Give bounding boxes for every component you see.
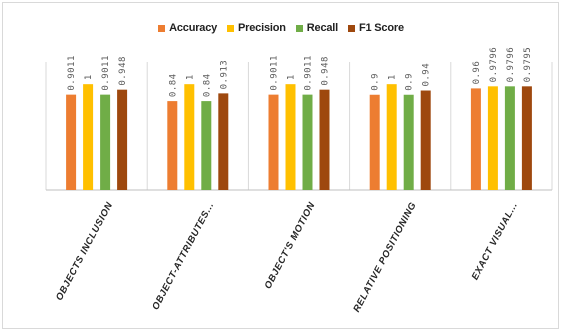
bar-f1-score xyxy=(117,89,128,190)
category-label: OBJECT-ATTRIBUTES... xyxy=(150,200,216,312)
legend-label: Precision xyxy=(238,22,286,34)
data-label: 0.9011 xyxy=(101,55,111,91)
data-label: 1 xyxy=(185,74,195,80)
category-label: OBJECTS INCLUSION xyxy=(54,200,116,303)
legend-label: Accuracy xyxy=(169,22,218,34)
bar-f1-score xyxy=(218,93,229,190)
legend-item-f1-score: F1 Score xyxy=(348,22,404,34)
bar-recall xyxy=(403,94,414,190)
bar-f1-score xyxy=(420,90,431,190)
bar-accuracy xyxy=(470,88,481,190)
bar-precision xyxy=(184,84,195,190)
bar-accuracy xyxy=(167,101,178,190)
data-label: 0.9011 xyxy=(67,55,77,91)
bar-precision xyxy=(285,84,296,190)
bar-accuracy xyxy=(66,94,77,190)
data-label: 0.913 xyxy=(219,60,229,90)
bar-recall xyxy=(100,94,111,190)
legend-swatch xyxy=(227,24,235,32)
category-label: EXACT VISUAL... xyxy=(470,200,520,282)
bar-recall xyxy=(201,101,212,190)
data-label: 1 xyxy=(388,74,398,80)
legend-item-recall: Recall xyxy=(295,22,338,34)
data-label: 0.9796 xyxy=(489,47,499,83)
category-label: OBJECT'S MOTION xyxy=(263,200,318,291)
bar-f1-score xyxy=(521,86,532,190)
legend-swatch xyxy=(158,24,166,32)
data-label: 0.9 xyxy=(405,73,415,91)
legend-label: F1 Score xyxy=(359,22,404,34)
legend-item-accuracy: Accuracy xyxy=(158,22,217,34)
category-label: RELATIVE POSITIONING xyxy=(351,200,419,314)
bar-accuracy xyxy=(369,94,380,190)
data-label: 0.9795 xyxy=(523,47,533,83)
data-label: 1 xyxy=(287,74,297,80)
legend-swatch xyxy=(348,24,355,32)
data-label: 0.9796 xyxy=(506,47,516,83)
data-label: 0.84 xyxy=(202,73,212,97)
bar-f1-score xyxy=(319,89,330,190)
data-label: 0.96 xyxy=(472,61,482,85)
bar-accuracy xyxy=(268,94,279,190)
bar-precision xyxy=(487,86,498,190)
data-label: 0.9011 xyxy=(304,55,314,91)
data-label: 0.84 xyxy=(168,73,178,97)
legend: Accuracy Precision Recall F1 Score xyxy=(0,22,562,34)
bar-recall xyxy=(302,94,313,190)
legend-swatch xyxy=(295,24,303,32)
bar-recall xyxy=(504,86,515,190)
legend-item-precision: Precision xyxy=(227,22,286,34)
legend-label: Recall xyxy=(306,22,338,34)
bar-precision xyxy=(386,84,397,190)
data-label: 0.94 xyxy=(422,63,432,87)
data-label: 0.9011 xyxy=(270,55,280,91)
data-label: 0.948 xyxy=(321,56,331,86)
data-label: 0.948 xyxy=(118,56,128,86)
chart-frame xyxy=(2,2,559,329)
data-label: 1 xyxy=(84,74,94,80)
bar-precision xyxy=(83,84,94,190)
data-label: 0.9 xyxy=(371,73,381,91)
